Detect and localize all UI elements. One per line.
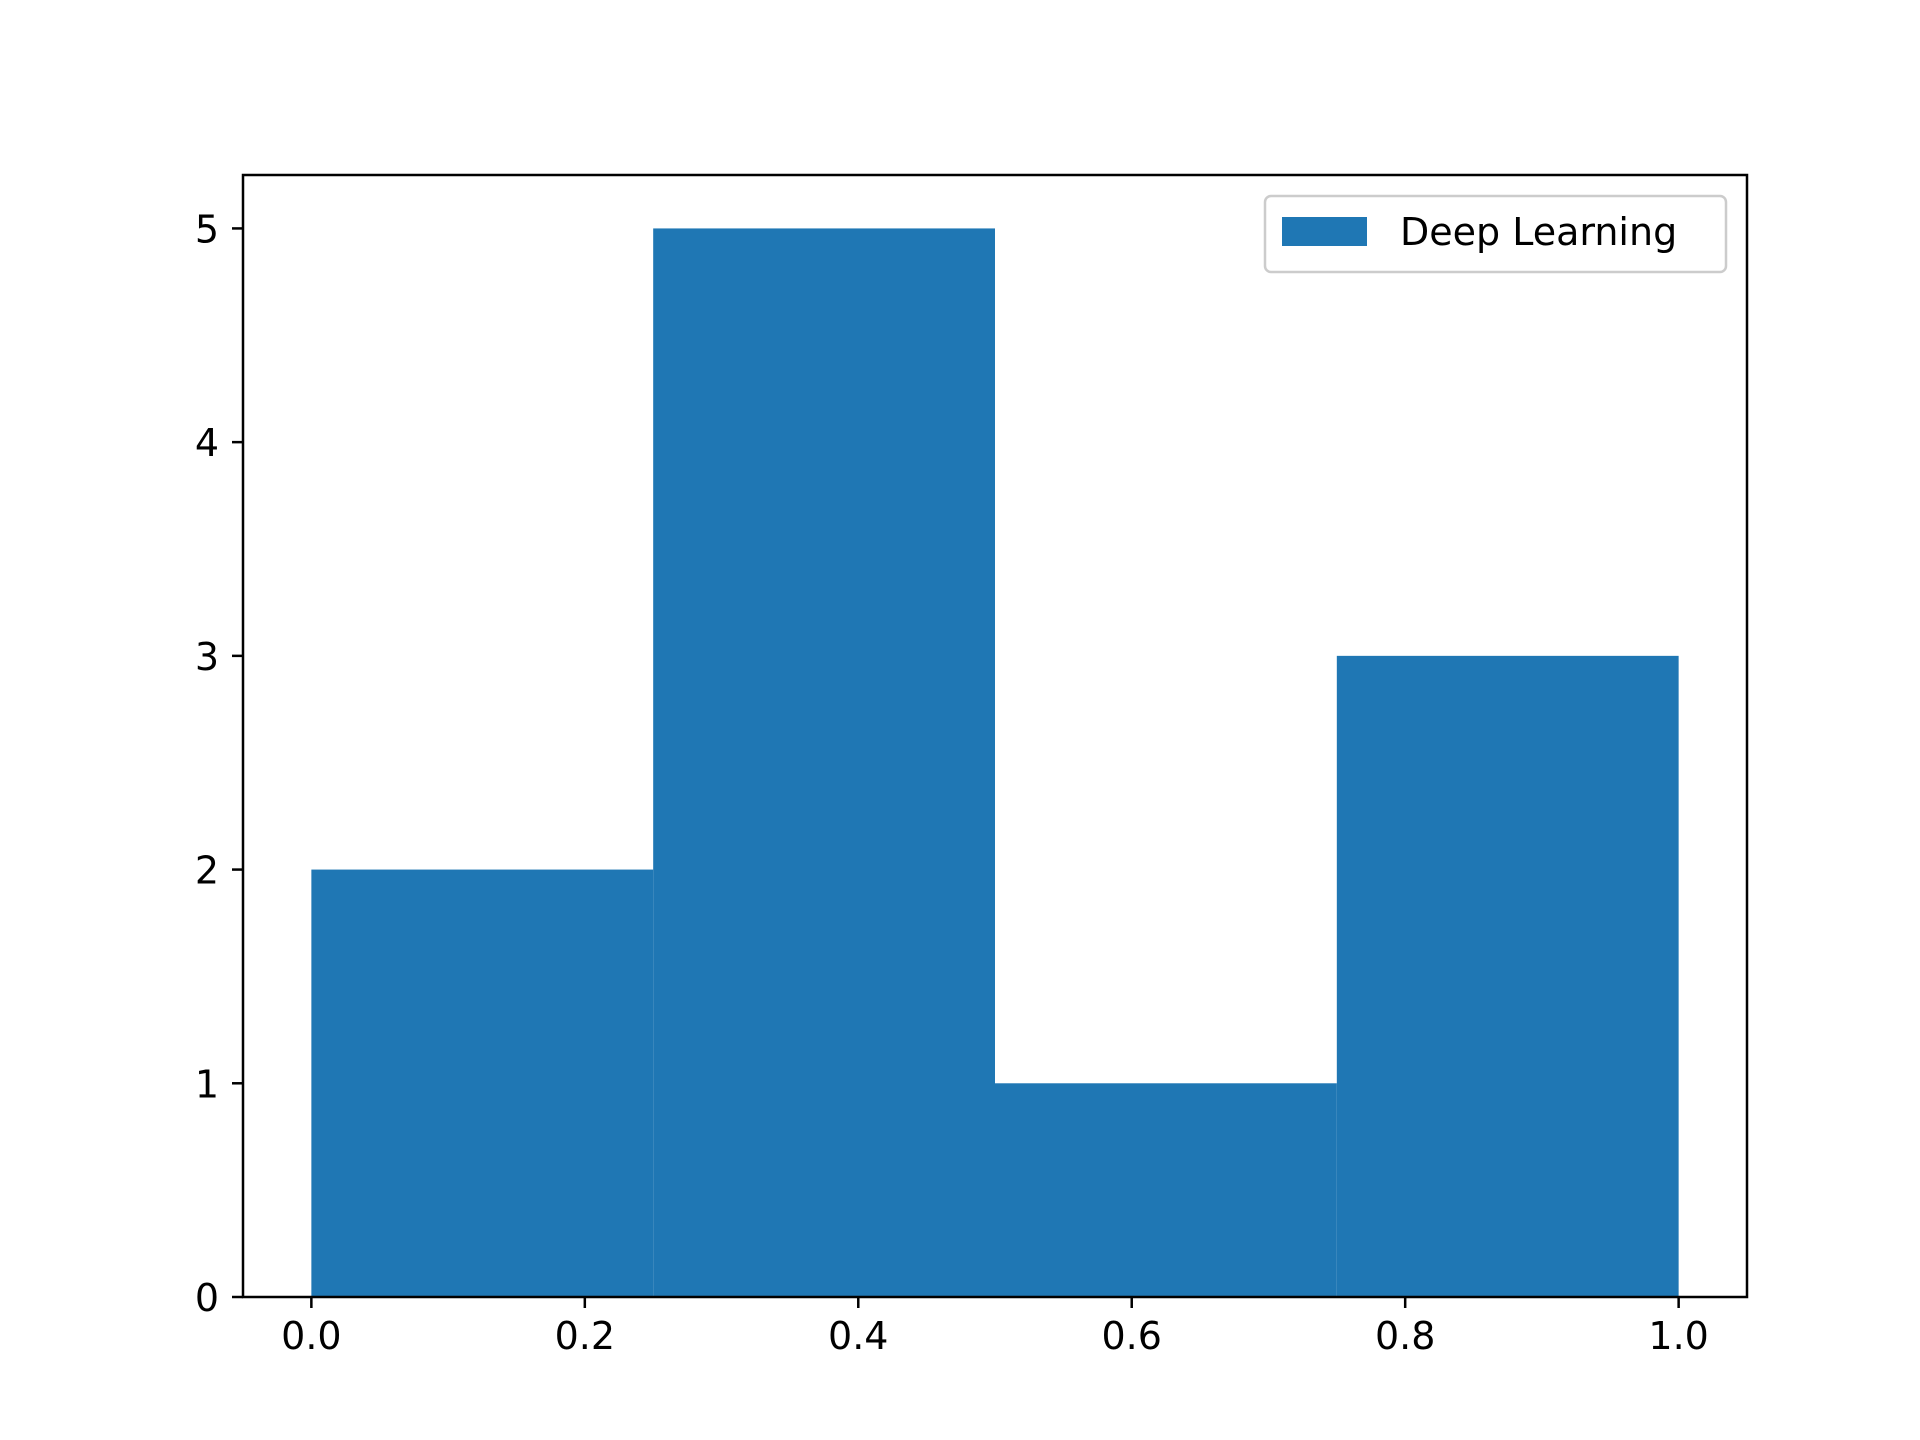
y-tick-label: 3 xyxy=(195,635,219,679)
y-tick-label: 5 xyxy=(195,207,219,251)
histogram-bar xyxy=(653,228,995,1297)
x-axis: 0.0 0.2 0.4 0.6 0.8 1.0 xyxy=(281,1297,1709,1358)
y-axis: 0 1 2 3 4 5 xyxy=(195,207,243,1320)
histogram-bar xyxy=(1336,655,1679,1297)
x-tick-label: 0.4 xyxy=(828,1314,888,1358)
legend-box xyxy=(1263,194,1728,274)
histogram-bar xyxy=(995,1083,1337,1297)
legend: Deep Learning xyxy=(1263,194,1728,274)
y-tick-label: 2 xyxy=(195,849,219,893)
bars-layer xyxy=(311,228,1679,1297)
y-tick-label: 4 xyxy=(195,421,219,465)
y-tick-label: 0 xyxy=(195,1276,219,1320)
x-tick-label: 0.2 xyxy=(555,1314,615,1358)
x-tick-label: 1.0 xyxy=(1648,1314,1708,1358)
y-tick-label: 1 xyxy=(195,1062,219,1106)
legend-label: Deep Learning xyxy=(1400,210,1677,254)
x-tick-label: 0.0 xyxy=(281,1314,341,1358)
legend-swatch xyxy=(1282,217,1367,246)
histogram-bar xyxy=(311,869,654,1297)
x-tick-label: 0.6 xyxy=(1102,1314,1162,1358)
axes-frame xyxy=(241,173,1749,1299)
x-tick-label: 0.8 xyxy=(1375,1314,1435,1358)
